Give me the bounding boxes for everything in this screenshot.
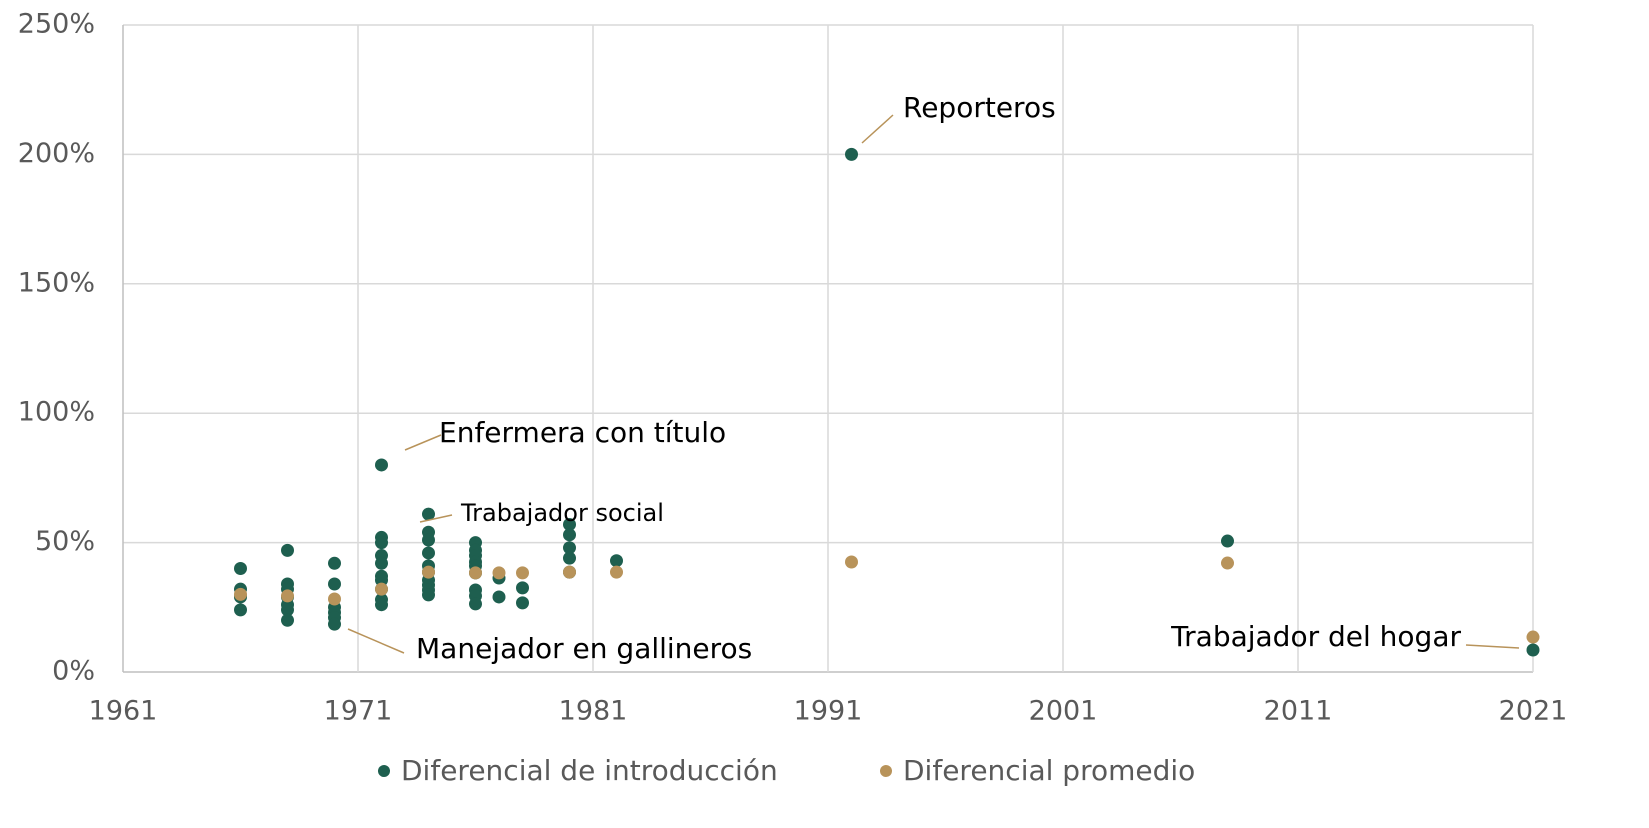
point bbox=[845, 147, 858, 161]
point bbox=[469, 597, 482, 611]
point bbox=[516, 581, 529, 595]
point bbox=[234, 603, 247, 617]
leader-line bbox=[404, 434, 442, 451]
point bbox=[281, 589, 294, 603]
leader-line bbox=[347, 628, 405, 654]
legend-label: Diferencial promedio bbox=[903, 754, 1195, 787]
point bbox=[516, 596, 529, 610]
x-tick-label: 1961 bbox=[89, 696, 158, 727]
point bbox=[328, 577, 341, 591]
y-tick-label: 50% bbox=[35, 526, 95, 557]
point bbox=[563, 565, 576, 579]
point bbox=[281, 603, 294, 617]
y-tick-label: 250% bbox=[18, 9, 95, 40]
x-tick-label: 2011 bbox=[1264, 696, 1333, 727]
point bbox=[328, 556, 341, 570]
point bbox=[563, 528, 576, 542]
x-tick-label: 2001 bbox=[1029, 696, 1098, 727]
point bbox=[422, 507, 435, 521]
x-tick-label: 1971 bbox=[324, 696, 393, 727]
point bbox=[375, 458, 388, 472]
legend-marker bbox=[880, 765, 892, 777]
point bbox=[375, 556, 388, 570]
point bbox=[422, 565, 435, 579]
point bbox=[375, 573, 388, 587]
y-tick-label: 200% bbox=[18, 138, 95, 169]
y-tick-label: 0% bbox=[52, 656, 95, 687]
point bbox=[234, 587, 247, 601]
point bbox=[845, 555, 858, 569]
annotation: Trabajador del hogar bbox=[1170, 620, 1461, 653]
point bbox=[1526, 630, 1540, 644]
point bbox=[516, 566, 529, 580]
point bbox=[375, 598, 388, 612]
point bbox=[610, 554, 623, 568]
y-tick-label: 150% bbox=[18, 267, 95, 298]
x-tick-label: 2021 bbox=[1499, 696, 1568, 727]
point bbox=[281, 543, 294, 557]
x-tick-label: 1981 bbox=[559, 696, 628, 727]
annotation: Enfermera con título bbox=[439, 416, 726, 449]
annotation: Reporteros bbox=[903, 91, 1056, 124]
point bbox=[422, 533, 435, 547]
point bbox=[422, 546, 435, 560]
point bbox=[1526, 643, 1540, 657]
point bbox=[1221, 534, 1234, 548]
x-tick-label: 1991 bbox=[794, 696, 863, 727]
point bbox=[610, 565, 623, 579]
leader-line bbox=[419, 514, 453, 523]
point bbox=[422, 588, 435, 602]
y-tick-label: 100% bbox=[18, 397, 95, 428]
legend-marker bbox=[378, 765, 390, 777]
point bbox=[234, 561, 247, 575]
point bbox=[1221, 556, 1234, 570]
point bbox=[328, 617, 341, 631]
point bbox=[375, 582, 388, 596]
leader-line bbox=[861, 114, 894, 144]
point bbox=[492, 590, 506, 604]
point bbox=[281, 613, 294, 627]
point bbox=[563, 541, 576, 555]
annotation: Manejador en gallineros bbox=[416, 632, 752, 665]
annotation: Trabajador social bbox=[460, 499, 664, 527]
point bbox=[328, 592, 341, 606]
point bbox=[563, 551, 576, 565]
legend-label: Diferencial de introducción bbox=[401, 754, 778, 787]
point bbox=[563, 517, 576, 531]
point bbox=[469, 566, 482, 580]
point bbox=[375, 536, 388, 550]
leader-line bbox=[1465, 644, 1520, 649]
point bbox=[492, 566, 506, 580]
